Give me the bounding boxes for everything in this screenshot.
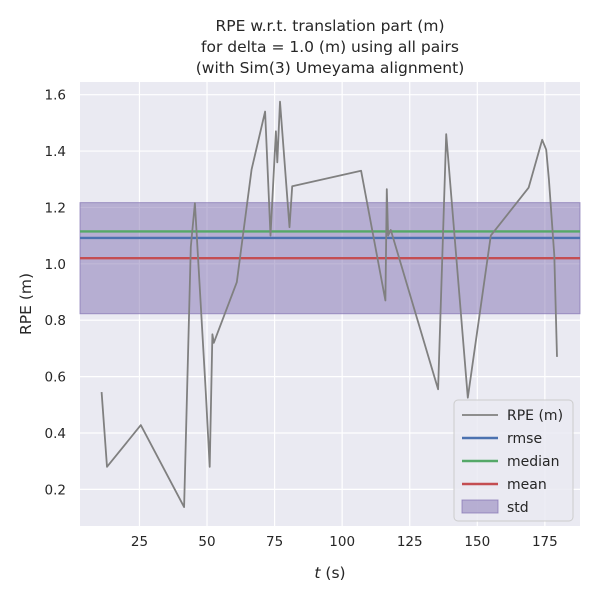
y-tick-label: 0.6: [45, 370, 66, 386]
y-tick-label: 1.6: [45, 88, 66, 104]
y-tick-label: 0.8: [45, 313, 66, 329]
legend: RPE (m) rmse median mean std: [453, 399, 574, 522]
chart-title: RPE w.r.t. translation part (m) for delt…: [196, 17, 465, 77]
x-tick-label: 150: [464, 534, 490, 550]
x-tick-label: 25: [131, 534, 148, 550]
legend-std-label: std: [507, 500, 529, 516]
y-tick-label: 1.0: [45, 257, 66, 273]
y-axis-label: RPE (m): [17, 273, 35, 335]
legend-rpe-label: RPE (m): [507, 408, 563, 424]
y-tick-label: 1.2: [45, 200, 66, 216]
x-tick-label: 125: [397, 534, 423, 550]
title-line-2: for delta = 1.0 (m) using all pairs: [201, 38, 459, 56]
x-tick-label: 100: [329, 534, 355, 550]
y-tick-label: 1.4: [45, 144, 66, 160]
title-line-1: RPE w.r.t. translation part (m): [215, 17, 444, 35]
x-tick-labels: 25 50 75 100 125 150 175: [131, 534, 558, 550]
legend-median-label: median: [507, 454, 559, 470]
title-line-3: (with Sim(3) Umeyama alignment): [196, 59, 465, 77]
x-tick-label: 50: [198, 534, 215, 550]
x-tick-label: 75: [266, 534, 283, 550]
legend-rmse-label: rmse: [507, 431, 542, 447]
y-tick-label: 0.4: [45, 426, 66, 442]
legend-box: [453, 399, 574, 522]
x-axis-label-var: t: [314, 564, 321, 582]
x-tick-label: 175: [532, 534, 558, 550]
legend-mean-label: mean: [507, 477, 547, 493]
y-tick-labels: 0.2 0.4 0.6 0.8 1.0 1.2 1.4 1.6: [45, 88, 66, 499]
x-axis-label: t (s): [314, 564, 345, 582]
rpe-series-line: [100, 100, 558, 509]
x-axis-label-unit: (s): [320, 564, 345, 582]
y-tick-label: 0.2: [45, 482, 66, 498]
legend-std-swatch: [461, 499, 499, 514]
